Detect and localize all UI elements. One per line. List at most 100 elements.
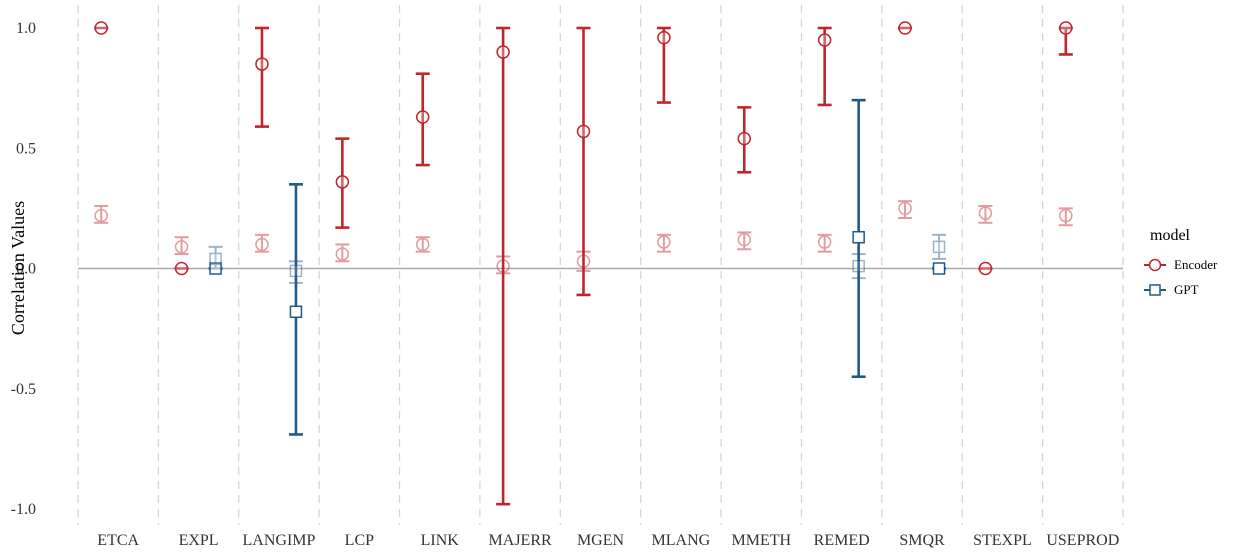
baseline-gpt-point [851,253,866,280]
point-marker [978,261,993,276]
legend: model Encoder GPT [1144,227,1218,297]
point-marker [335,247,350,261]
y-tick-label: 0.0 [16,261,36,278]
point-marker [817,33,832,47]
x-tick-label: LCP [345,532,374,549]
baseline-encoder-point [898,200,913,219]
gpt-point [288,183,303,436]
point-marker [852,230,865,244]
y-tick-label: -1.0 [11,501,36,518]
encoder-point [496,26,511,506]
point-marker [898,21,912,35]
point-marker [255,237,269,252]
baseline-gpt-point [208,245,223,270]
marks-layer [94,21,1073,506]
point-marker [1059,21,1073,35]
encoder-point [1058,21,1073,56]
y-tick-label: 1.0 [16,20,36,37]
encoder-point [978,261,993,276]
baseline-encoder-point [496,255,511,275]
y-tick-label: 0.5 [16,140,36,157]
baseline-gpt-point [932,233,947,260]
x-tick-labels: ETCA EXPL LANGIMP LCP LINK MAJERR MGEN MLANG MME… [97,532,1119,549]
x-tick-label: MMETH [731,532,791,549]
encoder-point [576,26,591,297]
baseline-encoder-point [94,204,109,224]
grid-layer [77,5,1124,525]
point-marker [657,235,671,249]
encoder-point [737,106,752,174]
baseline-encoder-point [1058,207,1073,227]
point-marker [496,259,510,273]
point-marker [94,21,108,35]
x-tick-label: REMED [814,532,870,549]
gpt-point [851,98,866,379]
gpt-point [932,262,947,275]
baseline-encoder-point [817,233,832,253]
point-marker [415,237,430,252]
point-marker [737,131,752,146]
legend-marker-circle [1148,258,1162,272]
y-tick-labels: -1.0 -0.5 0.0 0.5 1.0 [11,20,36,518]
point-marker [1059,208,1073,223]
x-tick-label: MLANG [652,532,711,549]
baseline-encoder-point [254,233,269,253]
baseline-encoder-point [978,204,993,224]
x-tick-label: ETCA [97,532,139,549]
encoder-point [898,21,913,35]
point-marker [209,262,222,275]
point-marker [576,254,591,269]
encoder-point [335,137,350,229]
point-marker [932,240,946,254]
encoder-point [94,21,109,35]
baseline-encoder-point [174,236,189,256]
point-marker [932,262,946,275]
x-tick-label: MGEN [577,532,625,549]
x-tick-label: USEPROD [1046,532,1119,549]
legend-entry: GPT [1144,282,1199,297]
point-marker [737,232,752,247]
point-marker [255,57,269,71]
legend-label: GPT [1174,282,1199,297]
encoder-point [254,26,269,128]
encoder-point [415,72,430,167]
encoder-point [817,26,832,107]
x-tick-label: STEXPL [973,532,1032,549]
point-marker [335,175,350,189]
point-marker [209,252,222,266]
point-marker [415,110,430,124]
point-marker [289,264,303,278]
x-tick-label: EXPL [179,532,219,549]
point-marker [898,201,912,216]
point-marker [496,45,510,59]
encoder-point [656,26,671,104]
y-axis-title: Correlation Values [8,201,28,335]
x-tick-label: MAJERR [489,532,552,549]
point-marker [289,305,303,319]
y-tick-label: -0.5 [11,381,36,398]
point-marker [174,240,189,254]
baseline-encoder-point [576,250,591,272]
x-tick-label: SMQR [899,532,945,549]
point-marker [657,30,671,45]
legend-label: Encoder [1174,257,1218,272]
point-marker [978,206,993,220]
baseline-encoder-point [335,243,350,263]
legend-marker-square [1149,284,1161,296]
point-marker [852,259,865,273]
legend-entry: Encoder [1144,257,1218,272]
encoder-point [174,261,189,276]
point-marker [817,235,832,249]
x-tick-label: LINK [421,532,460,549]
gpt-point [208,262,223,275]
baseline-encoder-point [415,236,430,253]
point-marker [174,261,189,276]
legend-title: model [1150,227,1191,244]
baseline-encoder-point [656,233,671,253]
x-tick-label: LANGIMP [243,532,316,549]
legend-entries: Encoder GPT [1144,257,1218,297]
baseline-gpt-point [288,260,303,284]
point-marker [576,124,591,139]
point-marker [94,208,108,223]
